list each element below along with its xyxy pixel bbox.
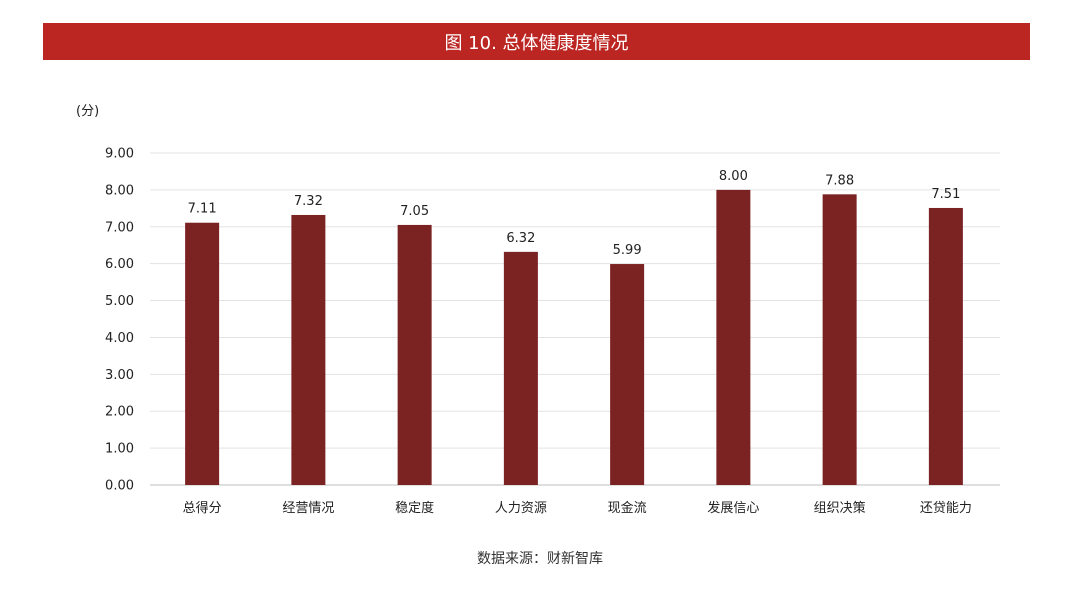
x-tick-label: 人力资源	[495, 501, 547, 516]
source-note: 数据来源：财新智库	[477, 551, 603, 567]
bar-3	[397, 224, 432, 485]
y-tick-label: 8.00	[105, 183, 134, 198]
chart-title-bar: 图 10. 总体健康度情况	[43, 23, 1030, 60]
x-tick-label: 现金流	[608, 500, 647, 516]
bar-1	[185, 222, 220, 485]
y-tick-label: 5.00	[105, 294, 134, 309]
y-tick-label: 0.00	[105, 479, 134, 494]
data-label: 7.51	[931, 187, 960, 202]
data-label: 5.99	[613, 243, 642, 258]
bar-4	[503, 251, 538, 485]
data-label: 7.32	[294, 194, 323, 209]
x-tick-label: 还贷能力	[920, 501, 972, 516]
chart-title: 图 10. 总体健康度情况	[444, 32, 629, 54]
y-tick-label: 3.00	[105, 368, 134, 383]
bar-7	[822, 194, 857, 485]
data-label: 7.05	[400, 204, 429, 219]
bar-8	[928, 207, 963, 485]
y-tick-label: 7.00	[105, 220, 134, 235]
y-tick-label: 4.00	[105, 331, 134, 346]
y-tick-label: 2.00	[105, 405, 134, 420]
data-label: 7.11	[188, 202, 217, 217]
y-tick-label: 6.00	[105, 257, 134, 272]
bar-6	[716, 189, 751, 485]
x-tick-label: 总得分	[183, 500, 222, 516]
y-axis-unit-label: (分)	[76, 104, 100, 119]
y-tick-label: 1.00	[105, 442, 134, 457]
data-label: 6.32	[506, 231, 535, 246]
data-label: 8.00	[719, 169, 748, 184]
x-tick-label: 稳定度	[395, 500, 434, 516]
x-tick-label: 发展信心	[707, 500, 759, 516]
x-tick-label: 组织决策	[814, 500, 866, 516]
x-tick-label: 经营情况	[282, 501, 334, 516]
bar-2	[291, 214, 326, 485]
data-label: 7.88	[825, 173, 854, 188]
bar-5	[610, 264, 645, 485]
y-tick-label: 9.00	[105, 147, 134, 162]
